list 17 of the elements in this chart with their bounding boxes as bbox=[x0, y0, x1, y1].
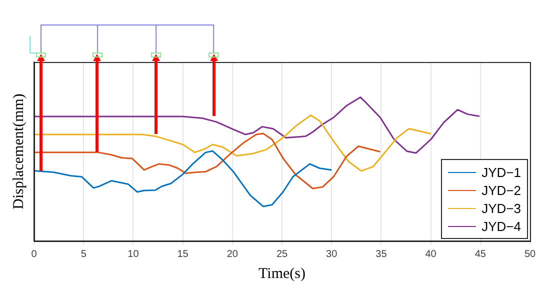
x-tick-label: 30 bbox=[326, 248, 338, 260]
x-tick-label: 50 bbox=[524, 248, 536, 260]
legend-label: JYD−3 bbox=[482, 200, 521, 216]
x-tick-label: 0 bbox=[31, 248, 38, 260]
legend-label: JYD−1 bbox=[482, 164, 521, 180]
legend-label: JYD−2 bbox=[482, 182, 521, 198]
x-tick-label: 40 bbox=[425, 248, 437, 260]
x-tick-label: 25 bbox=[276, 248, 288, 260]
legend-label: JYD−4 bbox=[482, 218, 521, 234]
x-tick-label: 20 bbox=[226, 248, 238, 260]
x-tick-label: 35 bbox=[376, 248, 388, 260]
y-axis-title: Displacement(mm) bbox=[10, 94, 27, 210]
x-tick-label: 45 bbox=[474, 248, 486, 260]
x-tick-label: 15 bbox=[177, 248, 189, 260]
x-tick-label: 10 bbox=[128, 248, 140, 260]
x-axis-title: Time(s) bbox=[258, 266, 306, 282]
x-tick-label: 5 bbox=[80, 248, 87, 260]
